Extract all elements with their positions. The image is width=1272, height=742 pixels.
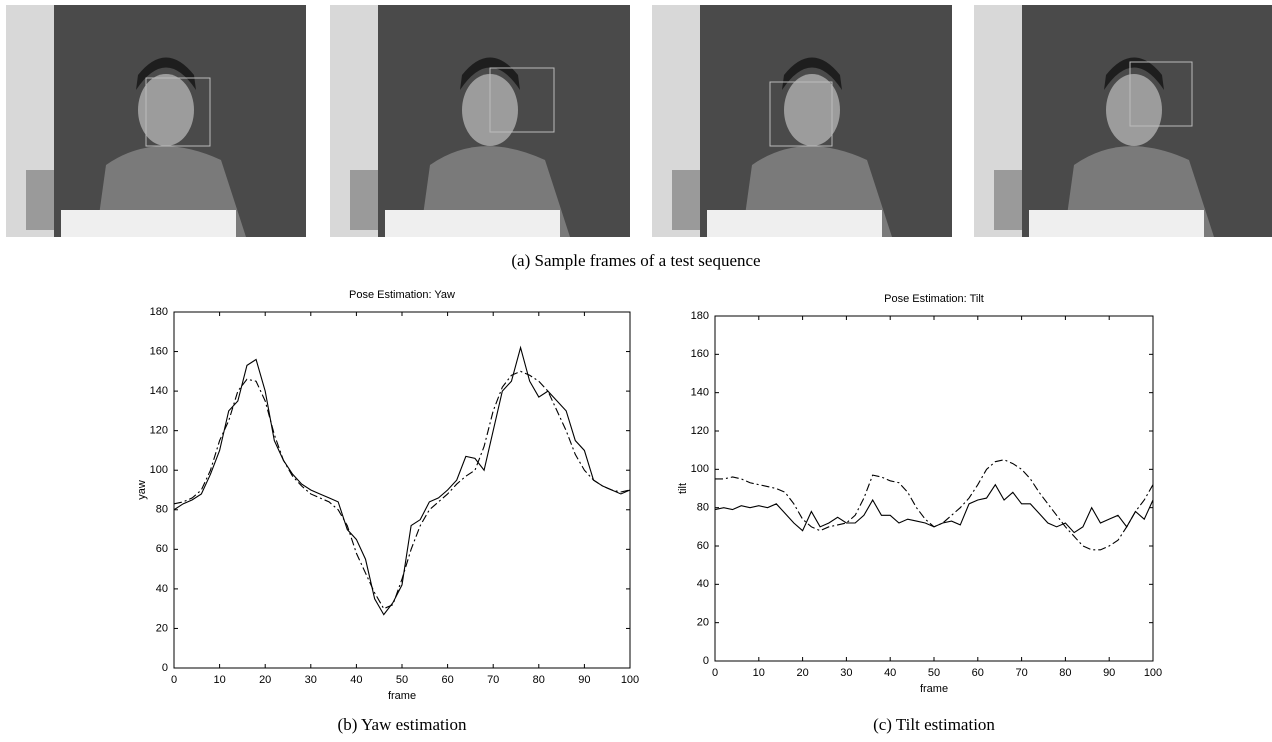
- x-axis-label: frame: [920, 683, 948, 695]
- sample-frame: [974, 5, 1272, 237]
- y-tick-label: 40: [697, 578, 709, 590]
- y-tick-label: 20: [697, 617, 709, 629]
- x-tick-label: 70: [1015, 667, 1027, 679]
- x-tick-label: 10: [213, 674, 225, 686]
- data-line: [714, 483, 1154, 534]
- face-box: [489, 67, 555, 133]
- x-axis-label: frame: [388, 690, 416, 702]
- x-tick-label: 80: [533, 674, 545, 686]
- y-tick-label: 40: [156, 583, 168, 595]
- y-tick-label: 180: [150, 306, 168, 318]
- x-tick-label: 0: [712, 667, 718, 679]
- data-line: [173, 345, 631, 616]
- y-tick-label: 20: [156, 622, 168, 634]
- face-box: [1129, 61, 1193, 127]
- y-axis-label: tilt: [677, 483, 689, 494]
- x-tick-label: 20: [796, 667, 808, 679]
- x-tick-label: 100: [1144, 667, 1162, 679]
- chart-title: Pose Estimation: Tilt: [884, 293, 984, 305]
- y-tick-label: 60: [156, 543, 168, 555]
- plot-frame: [173, 311, 631, 669]
- y-tick-label: 160: [150, 345, 168, 357]
- y-tick-label: 140: [691, 387, 709, 399]
- y-tick-label: 100: [150, 464, 168, 476]
- sample-frame: [330, 5, 630, 237]
- face-box: [145, 77, 211, 147]
- y-tick-label: 100: [691, 463, 709, 475]
- x-tick-label: 30: [840, 667, 852, 679]
- x-tick-label: 100: [621, 674, 639, 686]
- caption: (b) Yaw estimation: [338, 715, 467, 734]
- y-tick-label: 180: [691, 310, 709, 322]
- x-tick-label: 40: [884, 667, 896, 679]
- data-line: [173, 370, 631, 610]
- x-tick-label: 10: [753, 667, 765, 679]
- x-tick-label: 0: [171, 674, 177, 686]
- sample-frame: [6, 5, 306, 237]
- sample-frame: [652, 5, 952, 237]
- data-line: [715, 459, 1154, 551]
- x-tick-label: 80: [1059, 667, 1071, 679]
- y-tick-label: 140: [150, 385, 168, 397]
- caption: (a) Sample frames of a test sequence: [511, 251, 760, 270]
- plot-frame: [714, 315, 1154, 662]
- x-tick-label: 70: [487, 674, 499, 686]
- y-tick-label: 0: [162, 662, 168, 674]
- y-tick-label: 60: [697, 540, 709, 552]
- y-tick-label: 160: [691, 348, 709, 360]
- x-tick-label: 90: [578, 674, 590, 686]
- x-tick-label: 50: [928, 667, 940, 679]
- y-tick-label: 80: [697, 502, 709, 514]
- y-tick-label: 120: [691, 425, 709, 437]
- x-tick-label: 50: [396, 674, 408, 686]
- x-tick-label: 90: [1103, 667, 1115, 679]
- x-tick-label: 40: [350, 674, 362, 686]
- x-tick-label: 60: [972, 667, 984, 679]
- caption: (c) Tilt estimation: [873, 715, 995, 734]
- chart-title: Pose Estimation: Yaw: [349, 289, 455, 301]
- face-box: [769, 81, 833, 147]
- x-tick-label: 20: [259, 674, 271, 686]
- y-tick-label: 120: [150, 425, 168, 437]
- y-axis-label: yaw: [136, 480, 148, 500]
- y-tick-label: 0: [703, 655, 709, 667]
- x-tick-label: 60: [441, 674, 453, 686]
- x-tick-label: 30: [305, 674, 317, 686]
- y-tick-label: 80: [156, 504, 168, 516]
